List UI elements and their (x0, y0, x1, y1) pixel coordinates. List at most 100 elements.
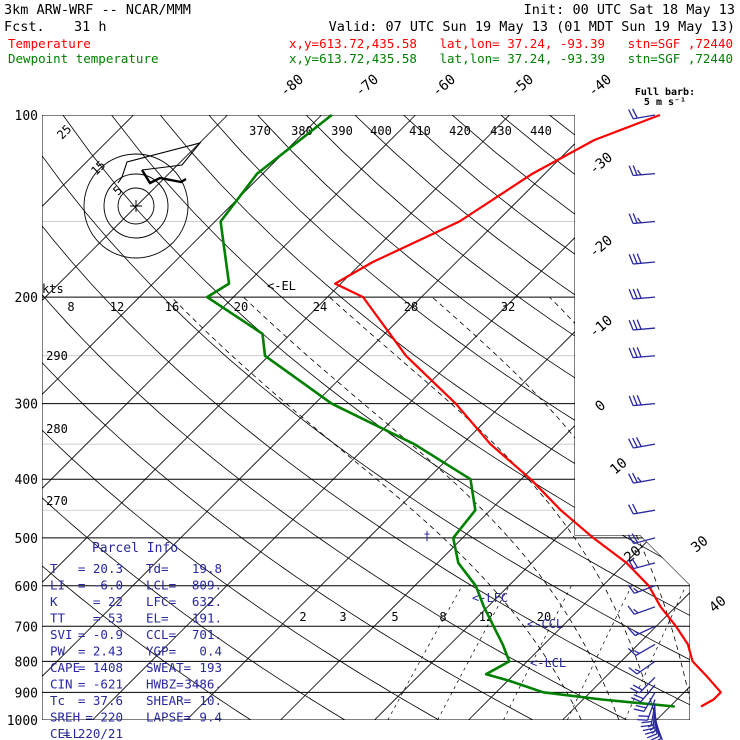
pressure-label: 500 (15, 532, 38, 547)
wind-barb (628, 437, 656, 449)
theta-label: 370 (249, 124, 271, 138)
init-time: Init: 00 UTC Sat 18 May 13 (524, 2, 735, 18)
parcel-param-value: 3486. (184, 677, 222, 692)
pressure-label: 400 (15, 473, 38, 488)
dry-adiabat (42, 115, 440, 720)
parcel-info-rows: T = 20.3 Td= 19.8 LI = -6.0 LCL= 809. K = 22 LFC= 6… (50, 561, 222, 740)
barb-feather (632, 253, 638, 264)
barb-feather (633, 708, 645, 713)
barb-feather (646, 733, 658, 739)
dry-adiabat (257, 115, 690, 720)
moist-adiabat-label: 8 (67, 300, 74, 314)
barb-feather (628, 395, 634, 406)
wind-barb (627, 533, 656, 545)
plot-frame (42, 115, 690, 720)
barb-feather (631, 697, 642, 703)
pressure-label: 800 (15, 655, 38, 670)
barb-feather (631, 558, 639, 568)
barb-legend-title: Full barb: (635, 87, 695, 98)
pressure-label: 900 (15, 686, 38, 701)
mixing-ratio-line (387, 585, 463, 720)
parcel-param-name: PW (50, 644, 66, 659)
dry-adiabat (42, 115, 628, 720)
barb-feather (628, 666, 638, 675)
barb-feather (628, 213, 634, 224)
barb-feather (632, 319, 638, 330)
parcel-param-value: = 220/21 (63, 726, 123, 740)
barb-feather (628, 438, 634, 449)
parcel-param-value: 809. (192, 578, 222, 593)
wind-barb (628, 347, 656, 359)
parcel-param-name: CELL (50, 726, 80, 740)
barb-feather (628, 473, 634, 484)
level-annotation: <-EL (267, 279, 296, 293)
mixing-ratio-line (503, 585, 572, 720)
parcel-param-value: 701. (192, 627, 222, 642)
barb-feather (633, 608, 639, 614)
pressure-label: 1000 (7, 714, 38, 729)
parcel-param-value: = -0.9 (78, 627, 123, 642)
isotherm (42, 115, 322, 720)
pressure-label: 100 (15, 109, 38, 124)
barb-feather (628, 320, 634, 331)
wind-barb (627, 643, 656, 656)
parcel-param-name: Tc (50, 693, 65, 708)
dry-adiabat (42, 115, 346, 720)
mixing-ratio-line (566, 585, 632, 720)
barb-feather (636, 288, 642, 299)
barb-feather (632, 684, 643, 691)
wind-barb (629, 676, 656, 694)
wind-barb (628, 394, 656, 407)
moist-adiabat (171, 296, 582, 720)
parcel-param-value: = 53 (93, 611, 123, 626)
parcel-param-value: = -6.0 (78, 578, 123, 593)
parcel-param-name: SVI (50, 627, 73, 642)
barb-feather (632, 472, 638, 483)
barb-feather (632, 213, 638, 224)
theta-label: 440 (530, 124, 552, 138)
dry-adiabat (42, 115, 690, 720)
level-annotation: † (423, 529, 430, 543)
barb-feather (640, 724, 652, 728)
temperature-location: x,y=613.72,435.58 lat,lon= 37.24, -93.39… (289, 36, 733, 51)
parcel-param-name: LI (50, 578, 65, 593)
mixing-ratio-label: 8 (439, 610, 446, 624)
parcel-param-value: = 22 (93, 594, 123, 609)
dry-adiabat (42, 115, 690, 720)
wind-barb (628, 253, 656, 265)
wind-barb (628, 288, 656, 300)
parcel-param-value: 193 (199, 660, 222, 675)
parcel-param-name: EL= (146, 611, 169, 626)
theta-label-left: 290 (46, 349, 68, 363)
dry-adiabat (62, 115, 690, 720)
valid-time: Valid: 07 UTC Sun 19 May 13 (01 MDT Sun … (329, 19, 735, 35)
parcel-param-name: SREH (50, 710, 80, 725)
parcel-param-name: LFC= (146, 594, 176, 609)
dry-adiabat (42, 115, 534, 720)
dewpoint-location: x,y=613.72,435.58 lat,lon= 37.24, -93.39… (289, 51, 733, 66)
parcel-param-value: = 1408 (78, 660, 123, 675)
barb-feather (637, 217, 642, 224)
barb-feather (636, 319, 642, 330)
wind-barb (631, 684, 656, 703)
mixing-ratio-line (437, 585, 510, 720)
parcel-param-name: T (50, 561, 58, 576)
barb-feather (632, 288, 638, 299)
parcel-param-value: 19.8 (192, 561, 222, 576)
dry-adiabat (208, 115, 690, 720)
barb-feather (635, 704, 647, 709)
isotherm (42, 115, 604, 720)
barb-feather (628, 504, 634, 515)
hodograph-units: kts (42, 282, 64, 296)
barb-feather (632, 437, 638, 448)
isotherm (186, 115, 690, 720)
wind-barb (628, 472, 656, 484)
barb-feather (629, 687, 640, 694)
barb-feather (641, 720, 652, 724)
parcel-param-name: CAPE (50, 660, 80, 675)
dry-adiabat (159, 115, 690, 720)
moist-adiabat-label: 16 (165, 300, 179, 314)
moist-adiabat-label: 32 (501, 300, 515, 314)
